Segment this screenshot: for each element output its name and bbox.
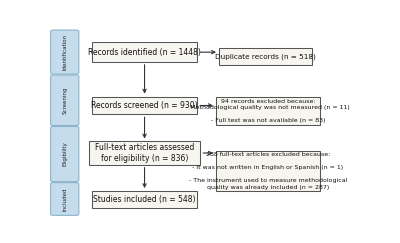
- Text: Screening: Screening: [62, 87, 67, 114]
- FancyBboxPatch shape: [51, 182, 79, 215]
- FancyBboxPatch shape: [216, 97, 320, 125]
- Text: 288 full-text articles excluded because:

- It was not written in English or Spa: 288 full-text articles excluded because:…: [188, 152, 347, 190]
- FancyBboxPatch shape: [92, 42, 197, 62]
- Text: Studies included (n = 548): Studies included (n = 548): [93, 195, 196, 204]
- FancyBboxPatch shape: [51, 30, 79, 74]
- Text: Eligibility: Eligibility: [62, 142, 67, 166]
- FancyBboxPatch shape: [51, 75, 79, 126]
- Text: Identification: Identification: [62, 34, 67, 70]
- FancyBboxPatch shape: [92, 191, 197, 208]
- Text: Records identified (n = 1448): Records identified (n = 1448): [88, 48, 201, 57]
- Text: Included: Included: [62, 187, 67, 211]
- FancyBboxPatch shape: [216, 151, 320, 191]
- Text: Duplicate records (n = 518): Duplicate records (n = 518): [215, 53, 316, 60]
- Text: Full-text articles assessed
for eligibility (n = 836): Full-text articles assessed for eligibil…: [95, 143, 194, 163]
- FancyBboxPatch shape: [92, 96, 197, 114]
- Text: Records screened (n = 930): Records screened (n = 930): [91, 101, 198, 110]
- FancyBboxPatch shape: [51, 126, 79, 182]
- FancyBboxPatch shape: [219, 48, 312, 65]
- FancyBboxPatch shape: [89, 141, 200, 165]
- Text: 94 records excluded because:
- Methodological quality was not measured (n = 11)
: 94 records excluded because: - Methodolo…: [186, 99, 350, 123]
